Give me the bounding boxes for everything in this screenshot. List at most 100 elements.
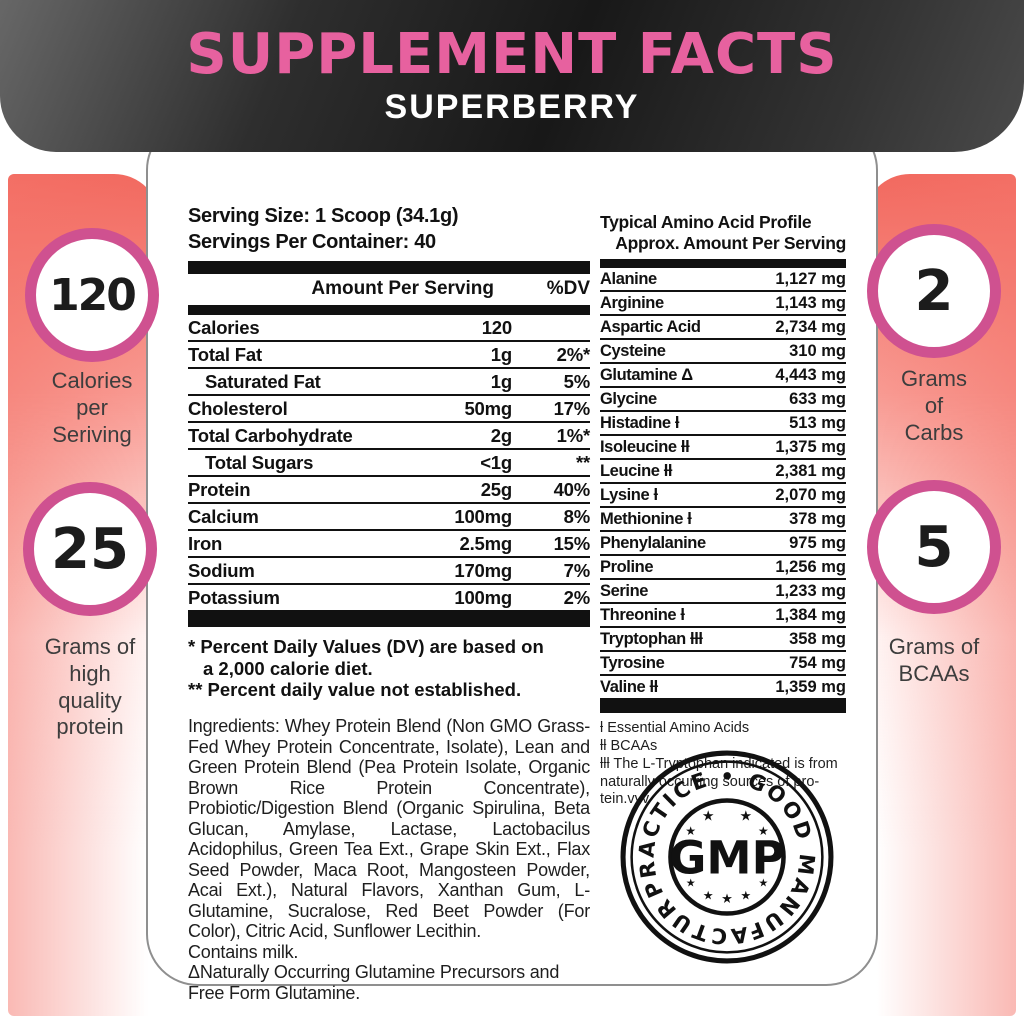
amino-name: Glycine — [600, 389, 657, 408]
amino-amount: 975 mg — [789, 533, 846, 552]
nutrient-name: Protein — [188, 479, 251, 501]
nutrient-dv: 17% — [553, 398, 591, 420]
serving-size: Serving Size: 1 Scoop (34.1g) — [188, 205, 459, 227]
nutrient-dv: 8% — [563, 506, 591, 528]
amino-amount: 1,256 mg — [775, 557, 846, 576]
divider-thick — [188, 612, 590, 628]
svg-text:GMP: GMP — [669, 832, 785, 885]
svg-text:★: ★ — [739, 809, 752, 825]
nutrient-name: Potassium — [188, 587, 280, 609]
amino-row: Threonine ƚ 1,384 mg — [600, 604, 846, 628]
ingredients-paragraph: Ingredients: Whey Protein Blend (Non GMO… — [188, 716, 590, 942]
page-title: SUPPLEMENT FACTS — [186, 22, 838, 87]
nutrient-row: Calcium 100mg 8% — [188, 504, 591, 532]
nutrient-name: Calcium — [188, 506, 259, 528]
amino-amount: 513 mg — [789, 413, 846, 432]
amino-row: Serine 1,233 mg — [600, 580, 846, 604]
amino-name: Tyrosine — [600, 653, 665, 672]
amino-row: Histadine ƚ 513 mg — [600, 412, 846, 436]
amino-name: Isoleucine ƚƚ — [600, 437, 690, 456]
amino-name: Phenylalanine — [600, 533, 706, 552]
protein-badge: 25 — [23, 482, 157, 616]
bcaa-badge: 5 — [867, 480, 1001, 614]
amino-row: Leucine ƚƚ 2,381 mg — [600, 460, 846, 484]
nutrient-row: Cholesterol 50mg 17% — [188, 396, 591, 424]
nutrient-amount: 2g — [490, 425, 512, 447]
nutrient-name: Sodium — [188, 560, 255, 582]
nutrition-column-headers: Amount Per Serving %DV — [188, 274, 590, 305]
nutrient-amount: 50mg — [464, 398, 512, 420]
nutrient-row: Calories 120 — [188, 315, 590, 343]
amino-acid-panel: Typical Amino Acid Profile Approx. Amoun… — [600, 212, 846, 809]
nutrient-row: Sodium 170mg 7% — [188, 558, 591, 586]
nutrient-name: Total Sugars — [205, 452, 314, 474]
nutrient-amount: <1g — [480, 452, 512, 474]
amino-name: Aspartic Acid — [600, 317, 701, 336]
nutrient-dv: ** — [576, 452, 590, 474]
dv-footnotes: * Percent Daily Values (DV) are based on… — [188, 636, 590, 701]
amino-subtitle: Approx. Amount Per Serving — [615, 233, 846, 254]
carbs-badge-value: 2 — [914, 258, 954, 324]
nutrient-dv: 1%* — [556, 425, 591, 447]
amino-name: Lysine ƚ — [600, 485, 658, 504]
amino-title: Typical Amino Acid Profile — [600, 212, 812, 232]
amino-amount: 4,443 mg — [775, 365, 846, 384]
protein-badge-value: 25 — [51, 516, 129, 582]
nutrient-dv: 2% — [563, 587, 591, 609]
amino-amount: 1,143 mg — [775, 293, 846, 312]
amino-amount: 310 mg — [789, 341, 846, 360]
amino-amount: 2,734 mg — [775, 317, 846, 336]
nutrient-name: Total Fat — [188, 344, 262, 366]
amino-name: Cysteine — [600, 341, 666, 360]
dv-column-header: %DV — [546, 278, 590, 300]
svg-text:★: ★ — [685, 824, 696, 838]
amino-footnote-essential: ƚ Essential Amino Acids — [600, 719, 750, 736]
amount-column-header: Amount Per Serving — [311, 278, 494, 300]
svg-text:★: ★ — [758, 824, 769, 838]
nutrient-name: Iron — [188, 533, 223, 555]
nutrient-row: Saturated Fat 1g 5% — [188, 369, 590, 397]
carbs-badge-label: Grams of Carbs — [901, 366, 967, 445]
svg-text:★: ★ — [758, 877, 768, 890]
nutrient-amount: 120 — [481, 317, 512, 339]
amino-row: Proline 1,256 mg — [600, 556, 846, 580]
dv-footnote-line: a 2,000 calorie diet. — [203, 657, 373, 679]
nutrient-name: Total Carbohydrate — [188, 425, 353, 447]
nutrition-table-body: Calories 120 Total Fat 1g 2%* Saturated Fat 1g… — [188, 315, 591, 613]
svg-text:★: ★ — [721, 892, 733, 907]
nutrient-amount: 25g — [480, 479, 512, 501]
nutrient-name: Saturated Fat — [205, 371, 321, 393]
nutrient-row: Potassium 100mg 2% — [188, 585, 591, 613]
calories-badge-label: Calories per Seriving — [51, 368, 133, 447]
nutrient-amount: 1g — [490, 371, 512, 393]
amino-row: Aspartic Acid 2,734 mg — [600, 316, 846, 340]
amino-row: Isoleucine ƚƚ 1,375 mg — [600, 436, 846, 460]
amino-amount: 1,384 mg — [775, 605, 846, 624]
nutrient-amount: 1g — [490, 344, 512, 366]
amino-amount: 1,375 mg — [775, 437, 846, 456]
nutrient-row: Total Fat 1g 2%* — [188, 342, 590, 370]
amino-amount: 1,359 mg — [775, 677, 846, 696]
amino-row: Valine ƚƚ 1,359 mg — [600, 676, 846, 700]
calories-badge-value: 120 — [49, 269, 137, 321]
amino-name: Arginine — [600, 293, 664, 312]
amino-amount: 1,127 mg — [775, 269, 846, 288]
bcaa-badge-label: Grams of BCAAs — [888, 634, 980, 686]
nutrient-amount: 2.5mg — [459, 533, 513, 555]
amino-row: Glycine 633 mg — [600, 388, 846, 412]
amino-row: Phenylalanine 975 mg — [600, 532, 846, 556]
divider-thick — [600, 258, 846, 268]
amino-name: Threonine ƚ — [600, 605, 685, 624]
amino-amount: 1,233 mg — [775, 581, 846, 600]
carbs-badge: 2 — [867, 224, 1001, 358]
amino-amount: 2,381 mg — [775, 461, 846, 480]
nutrient-dv: 7% — [563, 560, 591, 582]
nutrient-amount: 170mg — [454, 560, 512, 582]
divider-thick — [600, 699, 846, 713]
nutrient-row: Protein 25g 40% — [188, 477, 591, 505]
amino-row: Arginine 1,143 mg — [600, 292, 846, 316]
nutrient-dv: 40% — [553, 479, 591, 501]
divider-thick — [188, 261, 590, 275]
amino-row: Alanine 1,127 mg — [600, 268, 846, 292]
header-band: SUPPLEMENT FACTS SUPERBERRY — [0, 0, 1024, 152]
